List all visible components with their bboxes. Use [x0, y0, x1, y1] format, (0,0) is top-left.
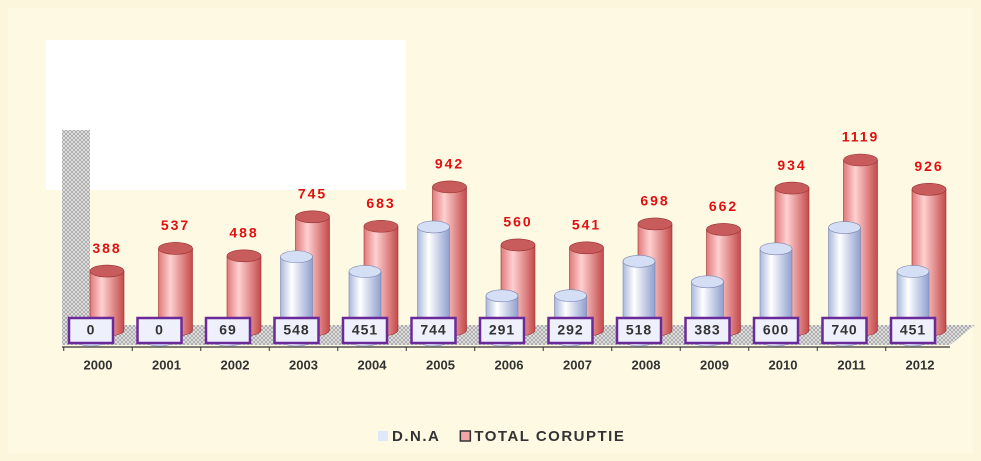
cylinder-top	[759, 242, 793, 256]
data-label-box	[478, 316, 526, 345]
x-tick-label: 2000	[84, 357, 113, 372]
cylinder-top	[911, 183, 947, 196]
cylinder-top	[295, 210, 330, 224]
cylinder-top	[348, 265, 382, 278]
cylinder-top	[280, 250, 313, 264]
data-label-box	[204, 316, 252, 345]
x-tick-label: 2008	[632, 357, 661, 372]
data-label: 451	[352, 322, 378, 338]
data-label: 0	[155, 322, 164, 338]
data-label: 388	[92, 240, 121, 256]
cylinder-top	[417, 220, 450, 234]
data-label: 662	[709, 198, 738, 214]
data-label: 537	[161, 217, 190, 233]
cylinder	[158, 242, 193, 337]
data-label: 548	[283, 322, 309, 338]
data-label: 1119	[842, 129, 880, 145]
cylinder-top	[622, 255, 656, 268]
cylinder-top	[363, 219, 399, 233]
cylinder-top	[691, 275, 724, 289]
cylinder-top	[485, 289, 519, 303]
data-label: 451	[900, 322, 926, 338]
data-label: 926	[914, 158, 943, 174]
x-tick-label: 2012	[906, 357, 935, 372]
cylinder-top	[774, 181, 810, 195]
data-label: 560	[503, 214, 532, 230]
cylinder-top	[500, 238, 536, 252]
data-label: 69	[219, 322, 237, 338]
x-tick-label: 2002	[221, 357, 250, 372]
cylinder-top	[554, 289, 587, 302]
data-label: 488	[229, 225, 258, 241]
x-tick-label: 2007	[563, 357, 592, 372]
cylinder-top	[226, 249, 262, 263]
data-label-box	[273, 316, 320, 345]
data-label-box	[615, 316, 663, 345]
legend-swatch	[459, 430, 472, 442]
data-label-box	[341, 316, 389, 345]
x-tick-label: 2006	[495, 357, 524, 372]
cylinder-top	[843, 153, 878, 167]
legend-label: TOTAL CORUPTIE	[474, 428, 625, 445]
back-wall	[62, 130, 90, 345]
x-tick-label: 2011	[837, 357, 865, 372]
cylinder-top	[158, 242, 193, 255]
data-label: 518	[626, 322, 652, 338]
x-tick-label: 2001	[152, 357, 181, 372]
x-tick-label: 2009	[700, 357, 729, 372]
data-label: 740	[831, 322, 857, 338]
x-tick-label: 2004	[358, 357, 388, 372]
x-tick-label: 2005	[426, 357, 455, 372]
data-label: 934	[777, 157, 806, 173]
data-label: 745	[298, 186, 327, 202]
data-label-box	[821, 316, 868, 345]
cylinder-top	[637, 217, 673, 231]
cylinder-top	[706, 223, 741, 236]
cylinder	[417, 220, 450, 347]
data-label: 541	[572, 217, 601, 233]
x-tick-label: 2003	[289, 357, 318, 372]
data-label-box	[752, 316, 800, 345]
data-label: 0	[87, 322, 96, 338]
data-label: 600	[763, 322, 789, 338]
data-label-box	[889, 316, 937, 345]
legend-swatch	[378, 431, 388, 441]
data-label: 942	[435, 156, 464, 172]
cylinder-top	[89, 264, 125, 278]
legend-label: D.N.A	[392, 428, 440, 445]
data-label-box	[684, 316, 731, 345]
title-box	[46, 40, 406, 190]
data-label: 291	[489, 322, 515, 338]
cylinder-top	[569, 241, 604, 255]
cylinder-top	[828, 221, 861, 234]
data-label: 744	[420, 322, 446, 338]
x-tick-label: 2010	[769, 357, 798, 372]
cylinder-top	[896, 265, 930, 278]
data-label-box	[547, 316, 594, 345]
data-label-box	[410, 316, 457, 345]
data-label-box	[67, 316, 115, 345]
cylinder-top	[432, 180, 467, 194]
data-label: 383	[694, 322, 720, 338]
data-label: 292	[557, 322, 583, 338]
data-label: 683	[366, 195, 395, 211]
data-label-box	[136, 316, 183, 345]
data-label: 698	[640, 193, 669, 209]
